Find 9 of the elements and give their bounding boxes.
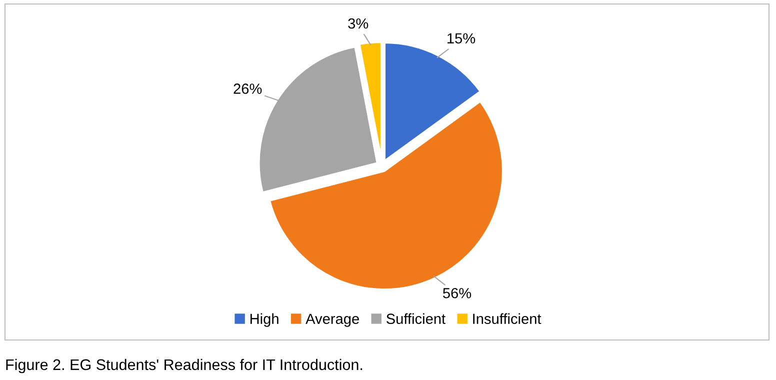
caption: Figure 2. EG Students' Readiness for IT Introduction. xyxy=(6,358,362,374)
legend-label: Insufficient xyxy=(473,313,542,324)
legend-label: Average xyxy=(306,314,359,327)
legend-label: Sufficient xyxy=(386,313,446,324)
data-label: 15% xyxy=(448,33,476,44)
data-label: 26% xyxy=(234,84,262,94)
data-label: 56% xyxy=(442,288,472,298)
data-label: 3% xyxy=(348,18,368,29)
legend-label: High xyxy=(250,313,278,327)
